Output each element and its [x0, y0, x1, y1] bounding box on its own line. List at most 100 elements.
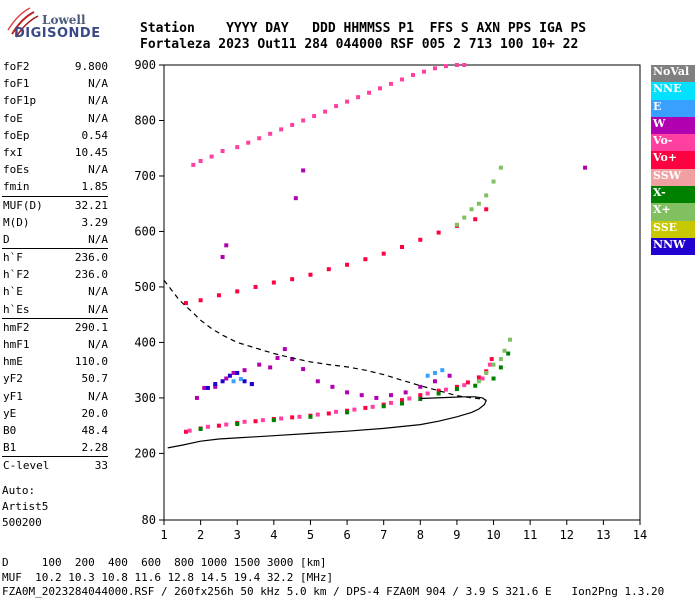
param-name: h`E [3, 285, 23, 299]
legend-item: SSW [651, 168, 695, 187]
param-name: hmF2 [3, 320, 30, 334]
echo-point [213, 382, 218, 387]
echo-point [242, 419, 247, 424]
param-row: fmin 1.85 [2, 178, 108, 195]
echo-point [363, 405, 368, 410]
echo-point [253, 284, 258, 289]
echo-point [257, 136, 262, 141]
echo-point [374, 395, 379, 400]
param-name: foF2 [3, 60, 30, 73]
param-value: 2.28 [81, 441, 109, 455]
param-name: hmE [3, 355, 23, 369]
echo-point [400, 77, 404, 82]
x-tick-label: 12 [560, 528, 574, 542]
echo-point [381, 404, 386, 409]
echo-point [231, 370, 236, 375]
plot-frame [163, 64, 641, 521]
echo-point [489, 357, 494, 362]
echo-point [198, 427, 203, 431]
echo-point [253, 419, 258, 424]
param-row: B1 2.28 [2, 439, 108, 456]
param-row: yE 20.0 [2, 405, 108, 422]
param-name: yF2 [3, 372, 23, 386]
param-row: foF2 9.800 [2, 58, 108, 75]
param-name: yF1 [3, 389, 23, 403]
legend-item: NoVal [651, 65, 695, 83]
y-tick-label: 500 [134, 280, 156, 294]
echo-point [271, 418, 276, 423]
auto-label: Auto: [2, 484, 36, 497]
echo-point [352, 407, 357, 412]
echo-point [293, 196, 298, 201]
param-name: B1 [3, 441, 17, 455]
echo-point [326, 267, 331, 272]
echo-point [410, 72, 415, 77]
echo-point [312, 114, 317, 119]
x-tick-label: 7 [380, 528, 387, 542]
x-tick-label: 8 [417, 528, 424, 542]
param-row: foF1p N/A [2, 92, 108, 109]
echo-point [334, 104, 339, 109]
x-tick-label: 14 [633, 528, 647, 542]
echo-point [473, 383, 478, 388]
param-name: h`F [3, 251, 23, 265]
dashed-curve [163, 279, 487, 401]
param-value: N/A [88, 232, 108, 246]
echo-point [235, 289, 240, 294]
param-value: N/A [88, 111, 108, 125]
param-name: fmin [3, 180, 30, 194]
param-row: yF1 N/A [2, 388, 108, 405]
param-name: yE [3, 406, 17, 420]
y-tick-label: 700 [134, 169, 156, 183]
x-tick-label: 6 [343, 528, 350, 542]
param-row: foEs N/A [2, 161, 108, 178]
lowell-digisonde-logo: Lowell DIGISONDE [4, 4, 134, 41]
echo-point [389, 393, 394, 398]
echo-point [271, 280, 276, 285]
echo-point [389, 400, 394, 405]
param-separator [2, 317, 108, 319]
echo-point [498, 365, 503, 370]
legend-item: Vo+ [651, 151, 695, 169]
echo-point [443, 387, 448, 392]
echo-point [418, 237, 423, 242]
x-tick-label: 9 [453, 528, 460, 542]
echo-point [425, 391, 430, 396]
echo-point [191, 162, 196, 167]
legend-item: W [651, 116, 695, 135]
echo-point [194, 395, 199, 400]
param-value: 10.45 [74, 145, 108, 159]
param-row: h`F2 236.0 [2, 266, 108, 283]
parameter-panel: foF2 9.800 foF1 N/A foF1p N/A foE N/A foEp 0.54 fx… [2, 58, 108, 475]
echo-point [484, 207, 489, 212]
echo-point [224, 422, 229, 427]
echo-point [202, 385, 207, 390]
echo-point [315, 379, 320, 384]
echo-point [454, 387, 459, 392]
x-tick-label: 5 [307, 528, 314, 542]
echo-point [506, 351, 511, 356]
echo-point [418, 397, 423, 402]
param-value: 9.800 [74, 60, 108, 73]
echo-point [407, 396, 412, 401]
footer: D 100 200 400 600 800 1000 1500 3000 [km… [2, 556, 664, 600]
param-row: h`Es N/A [2, 301, 108, 318]
echo-point [462, 383, 467, 388]
echo-point [508, 337, 513, 342]
legend-item: X- [651, 186, 695, 204]
echo-point [279, 416, 284, 421]
footer-distance: D 100 200 400 600 800 1000 1500 3000 [km… [2, 556, 327, 569]
echo-point [421, 69, 426, 74]
x-tick-label: 13 [596, 528, 610, 542]
echo-point [308, 272, 313, 277]
echo-point [224, 376, 229, 381]
legend-item: NNW [651, 237, 695, 256]
param-name: C-level [3, 459, 50, 473]
echo-point [198, 158, 203, 163]
x-tick-label: 2 [197, 528, 204, 542]
echo-point [290, 415, 295, 420]
echo-point [583, 165, 588, 170]
param-value: 32.21 [74, 198, 108, 212]
echo-point [242, 379, 247, 384]
